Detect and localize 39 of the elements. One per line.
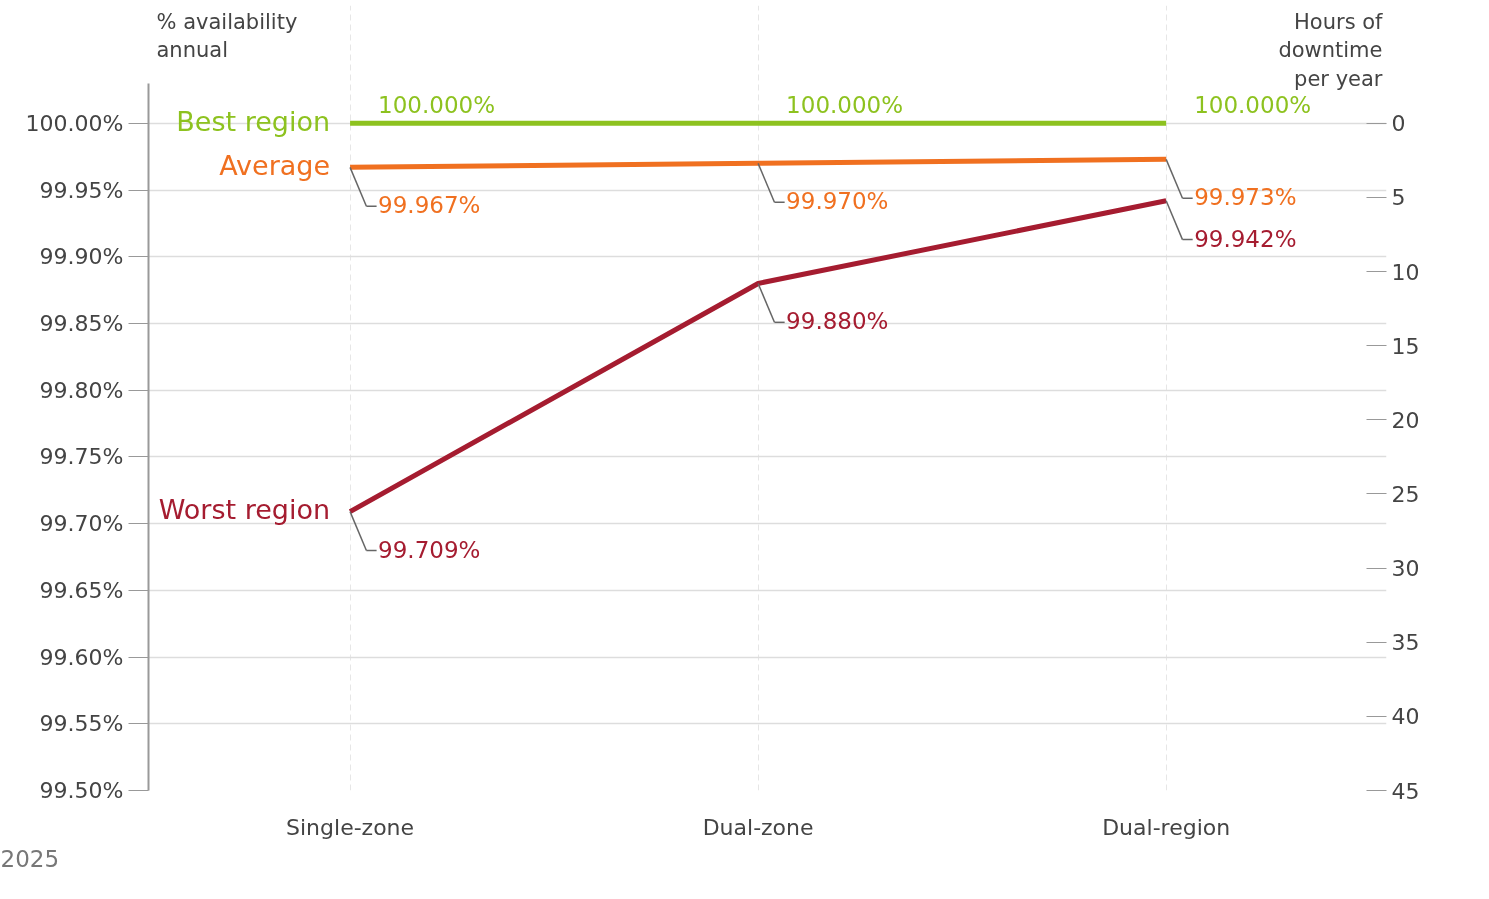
y-tick-label: 99.70% xyxy=(39,511,124,537)
y-tick-label: 99.65% xyxy=(39,577,124,603)
data-label: 100.000% xyxy=(1194,92,1312,119)
y2-tick-label: 25 xyxy=(1391,481,1420,507)
y-tick-label: 99.95% xyxy=(39,177,124,203)
y-tick-label: 99.55% xyxy=(39,711,124,737)
y-tick-label: 99.85% xyxy=(39,310,124,336)
y2-tick-label: 30 xyxy=(1391,556,1420,582)
series-label: Average xyxy=(219,149,331,181)
data-label: 99.709% xyxy=(378,536,481,563)
y-tick-label: 99.60% xyxy=(39,644,124,670)
y-tick-label: 99.75% xyxy=(39,444,124,470)
y2-tick-label: 15 xyxy=(1391,333,1420,359)
y2-tick-label: 45 xyxy=(1391,778,1420,804)
text: 2025 xyxy=(0,845,60,872)
x-tick-label: Dual-region xyxy=(1102,814,1231,840)
series-label: Best region xyxy=(176,105,331,137)
y2-tick-label: 20 xyxy=(1391,407,1420,433)
y-tick-label: 100.00% xyxy=(25,110,124,136)
x-tick-label: Dual-zone xyxy=(702,814,814,840)
y2-axis-title: Hours of downtime per year xyxy=(1278,9,1384,92)
data-label: 100.000% xyxy=(786,92,904,119)
y2-tick-label: 40 xyxy=(1391,704,1420,730)
data-label: 99.942% xyxy=(1194,225,1297,252)
series-label: Worst region xyxy=(158,494,331,526)
y2-tick-label: 0 xyxy=(1391,111,1406,137)
data-label: 99.970% xyxy=(786,188,889,215)
y-tick-label: 99.50% xyxy=(39,778,124,803)
y-tick-label: 99.80% xyxy=(39,377,124,403)
y-axis-title: % availability annual xyxy=(156,9,298,63)
y2-tick-label: 35 xyxy=(1391,630,1420,656)
y-tick-label: 99.90% xyxy=(39,244,124,270)
data-label: 99.880% xyxy=(786,308,889,335)
x-tick-label: Single-zone xyxy=(286,814,415,840)
y2-tick-label: 10 xyxy=(1391,259,1420,285)
data-label: 100.000% xyxy=(378,92,496,119)
data-label: 99.973% xyxy=(1194,184,1297,211)
data-label: 99.967% xyxy=(378,192,481,219)
y2-tick-label: 5 xyxy=(1391,185,1406,211)
